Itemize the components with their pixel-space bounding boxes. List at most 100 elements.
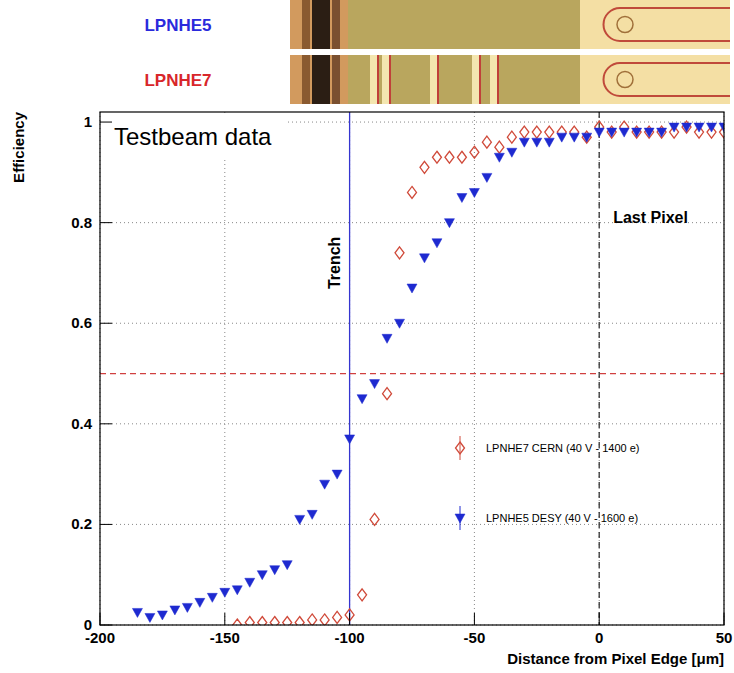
data-point — [494, 153, 504, 162]
photo-stripe — [370, 55, 377, 104]
sample-photo — [290, 55, 730, 104]
data-point — [544, 138, 554, 147]
grid-line-x — [349, 112, 350, 625]
data-point — [408, 186, 417, 198]
data-point — [682, 123, 692, 132]
tick-x — [100, 613, 101, 625]
photo-stripe — [479, 55, 481, 104]
tick-label-y: 0 — [84, 616, 92, 633]
data-point — [370, 513, 379, 525]
photo-ground — [290, 0, 730, 49]
annotation: Testbeam data — [114, 123, 272, 150]
data-point — [545, 126, 554, 138]
annotation-group: Testbeam data — [103, 115, 285, 159]
photo-pixel-region — [580, 55, 730, 104]
data-point — [157, 611, 167, 620]
data-point — [557, 133, 567, 142]
data-point — [220, 588, 230, 597]
tick-label-x: -50 — [464, 629, 486, 646]
data-point — [507, 131, 516, 143]
data-point — [444, 219, 454, 228]
data-point — [308, 614, 317, 625]
tick-x — [724, 613, 725, 625]
photo-pixel-region — [580, 0, 730, 49]
data-point — [619, 128, 629, 137]
data-point — [520, 126, 529, 138]
data-point — [632, 126, 641, 138]
reference-line — [349, 112, 350, 625]
data-point — [307, 510, 317, 519]
data-point — [657, 128, 667, 137]
photo-stripe — [312, 0, 330, 49]
data-point — [245, 578, 255, 587]
data-point — [357, 395, 367, 404]
data-point — [532, 126, 541, 138]
sample-label: LPNHE5 — [144, 16, 211, 35]
tick-x — [599, 613, 600, 625]
tick-y — [100, 122, 112, 123]
grid-line-y — [100, 323, 724, 324]
data-point — [382, 334, 392, 343]
tick-x — [349, 613, 350, 625]
data-point — [270, 566, 280, 575]
photo-stripe — [497, 55, 499, 104]
tick-y — [100, 423, 112, 424]
photo-stripe — [437, 55, 439, 104]
photo-stripe — [302, 0, 310, 49]
reference-line — [599, 112, 600, 625]
photo-stripe — [382, 55, 389, 104]
legend-label: LPNHE7 CERN (40 V - 1400 e) — [486, 442, 639, 454]
data-point — [257, 571, 267, 580]
data-point — [370, 380, 380, 389]
data-point — [482, 173, 492, 182]
tick-label-y: 1 — [84, 113, 92, 130]
data-point — [470, 146, 479, 158]
legend-marker — [455, 514, 465, 523]
data-point — [207, 593, 217, 602]
tick-label-x: -150 — [210, 629, 240, 646]
data-point — [170, 606, 180, 615]
tick-label-y: 0.4 — [71, 415, 93, 432]
legend-errorbar — [460, 436, 461, 460]
tick-y — [100, 625, 112, 626]
photo-stripe — [490, 55, 497, 104]
photo-stripe — [312, 55, 330, 104]
tick-x — [474, 613, 475, 625]
tick-label-x: -100 — [335, 629, 365, 646]
data-point — [445, 151, 454, 163]
data-point — [320, 614, 329, 625]
data-point — [295, 515, 305, 524]
data-point — [345, 435, 355, 444]
data-point — [419, 254, 429, 263]
data-point — [395, 247, 404, 259]
tick-label-y: 0.8 — [71, 214, 92, 231]
tick-y — [100, 524, 112, 525]
grid-line-x — [599, 112, 600, 625]
plot-background — [100, 112, 724, 625]
data-point — [195, 598, 205, 607]
photo-region — [348, 0, 580, 49]
data-point — [332, 470, 342, 479]
chart-root: LPNHE5LPNHE7Testbeam dataTrenchLast Pixe… — [0, 0, 734, 673]
data-point — [420, 161, 429, 173]
reference-line — [100, 373, 724, 374]
data-point — [682, 121, 691, 133]
data-point — [270, 616, 279, 625]
data-point — [644, 128, 654, 137]
grid-line-y — [100, 524, 724, 525]
data-point — [469, 188, 479, 197]
data-point — [594, 128, 604, 137]
data-point — [607, 128, 617, 137]
photo-stripe — [472, 55, 479, 104]
tick-y — [100, 222, 112, 223]
data-point — [519, 138, 529, 147]
data-point — [333, 611, 342, 623]
data-point — [432, 239, 442, 248]
photo-region — [348, 55, 580, 104]
data-point — [383, 388, 392, 400]
legend-marker — [456, 442, 465, 454]
data-point — [145, 613, 155, 622]
data-point — [582, 131, 591, 143]
photo-stripe — [377, 55, 379, 104]
reference-label: Last Pixel — [613, 209, 688, 226]
